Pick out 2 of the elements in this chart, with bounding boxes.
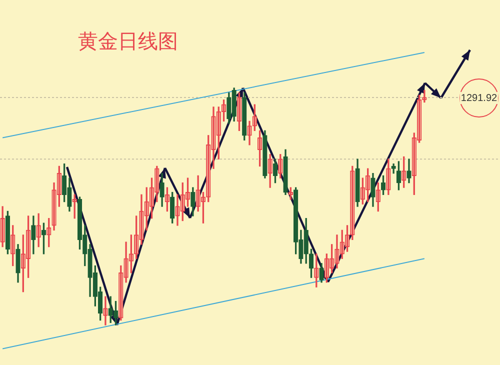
text: 1291.92 [460, 92, 498, 104]
chart-title: 黄金日线图 [78, 28, 178, 55]
